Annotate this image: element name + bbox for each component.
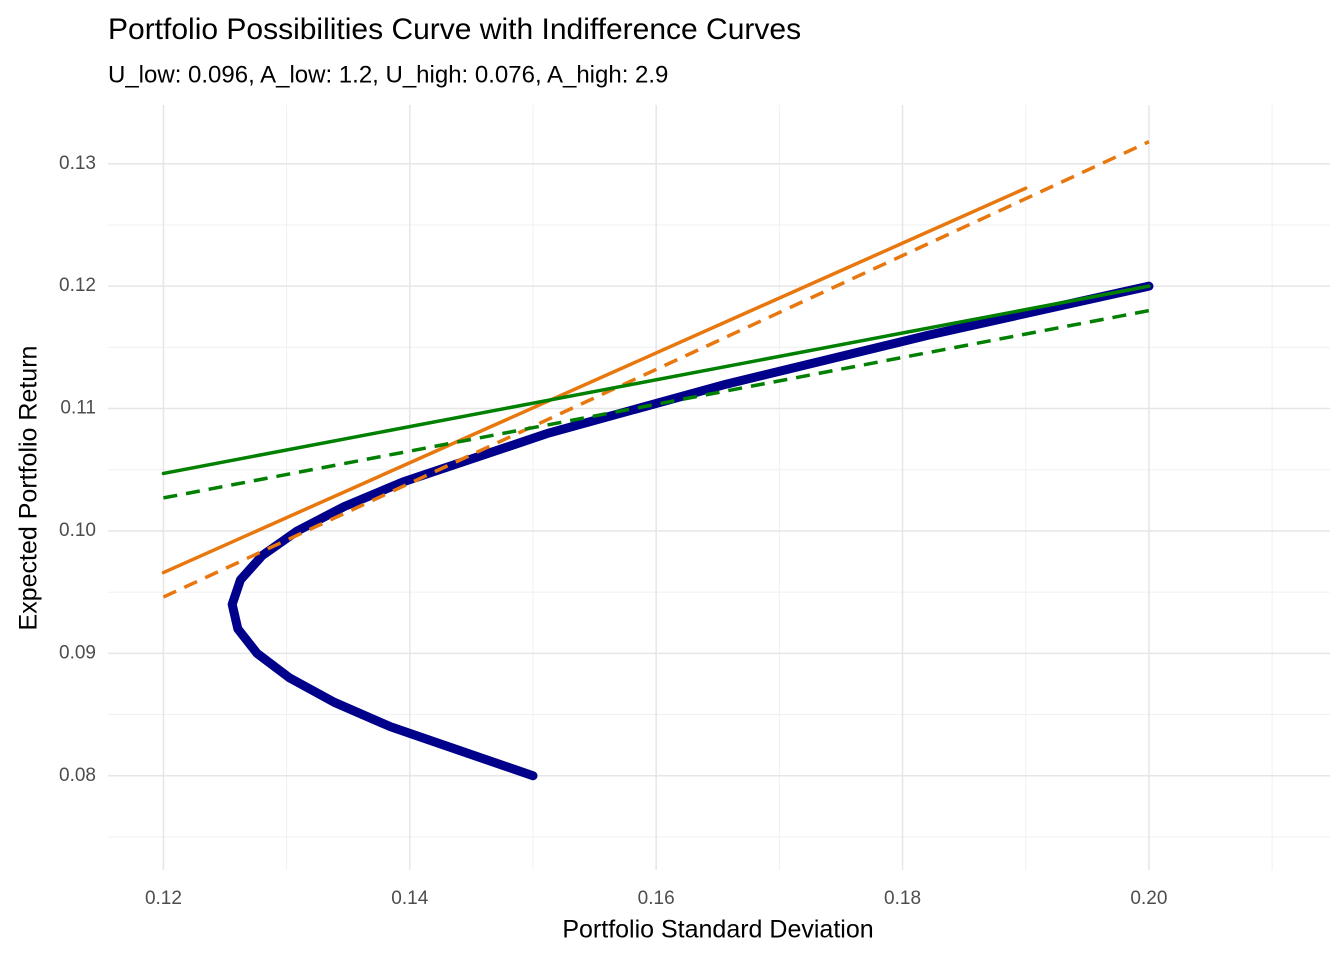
series-line: [161, 284, 1151, 476]
x-tick-label: 0.12: [145, 888, 182, 909]
series-line: [227, 281, 1154, 781]
series-line: [163, 308, 1150, 500]
y-tick-label: 0.09: [59, 642, 96, 663]
y-tick-label: 0.11: [60, 398, 96, 419]
x-tick-label: 0.14: [391, 888, 428, 909]
x-axis-title: Portfolio Standard Deviation: [562, 916, 873, 944]
series-line: [161, 186, 1028, 575]
y-tick-label: 0.08: [59, 765, 96, 786]
y-tick-label: 0.13: [59, 153, 96, 174]
y-tick-label: 0.12: [59, 275, 96, 296]
y-tick-label: 0.10: [59, 520, 96, 541]
chart-title: Portfolio Possibilities Curve with Indif…: [108, 13, 801, 46]
chart-subtitle: U_low: 0.096, A_low: 1.2, U_high: 0.076,…: [108, 61, 668, 88]
x-tick-label: 0.16: [638, 888, 675, 909]
series-line: [162, 140, 1150, 599]
x-tick-label: 0.20: [1130, 888, 1167, 909]
x-tick-label: 0.18: [884, 888, 921, 909]
y-axis-title: Expected Portfolio Return: [15, 346, 43, 631]
